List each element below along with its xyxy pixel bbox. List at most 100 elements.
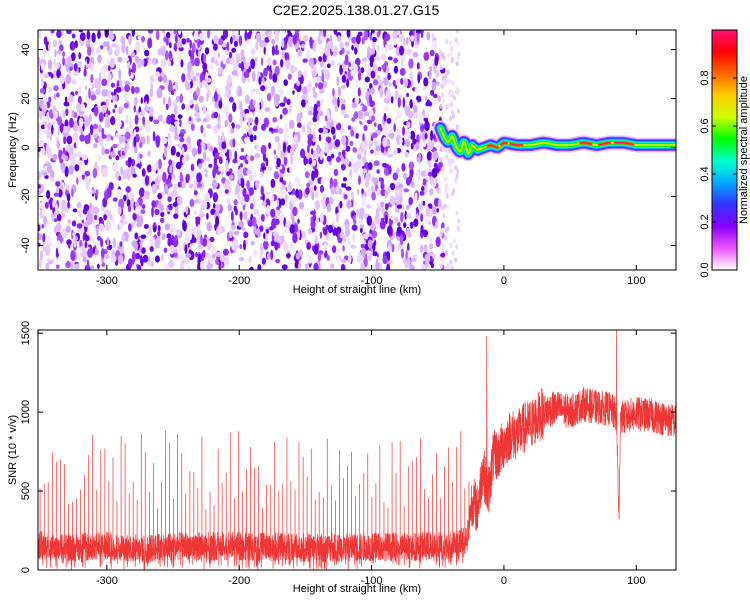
colorbar-gradient <box>711 29 738 271</box>
spectrogram-cell <box>197 50 201 57</box>
x-tick-label: -100 <box>361 275 383 287</box>
spectrogram-cell <box>141 35 146 43</box>
spectrogram-cell <box>218 261 222 270</box>
spectrogram-cell <box>337 86 342 97</box>
spectrogram-cell <box>441 227 445 233</box>
spectrogram-cell <box>371 30 375 34</box>
spectrogram-y-ticks: -40 -20 0 20 40 <box>20 43 676 253</box>
spectrogram-cell <box>318 110 324 117</box>
spectrogram-cell <box>287 73 292 80</box>
spectrogram-cell <box>203 132 206 139</box>
spectrogram-cell <box>292 34 298 45</box>
spectrogram-cell <box>56 30 62 39</box>
spectrogram-cell <box>327 224 333 234</box>
spectrogram-cell <box>181 38 187 45</box>
spectrogram-cell <box>86 259 90 269</box>
spectrogram-cell <box>364 178 369 188</box>
spectrogram-cell <box>455 179 459 185</box>
spectrogram-cell <box>299 201 304 210</box>
spectrogram-cell <box>310 63 315 70</box>
spectrogram-cell <box>57 49 61 55</box>
spectrogram-cell <box>64 166 69 178</box>
spectrogram-cell <box>43 215 47 225</box>
spectrogram-cell <box>188 116 192 122</box>
spectrogram-cell <box>214 203 221 212</box>
spectrogram-cell <box>193 75 197 82</box>
spectrogram-cell <box>197 182 202 188</box>
spectrogram-cell <box>39 110 42 120</box>
spectrogram-cell <box>77 60 83 66</box>
spectrogram-cell <box>285 59 291 70</box>
spectrogram-cell <box>455 87 459 93</box>
spectrogram-cell <box>345 54 349 63</box>
spectrogram-cell <box>110 254 117 263</box>
spectrogram-cell <box>129 120 132 130</box>
spectrogram-cell <box>167 196 172 203</box>
spectrogram-cell <box>61 168 65 174</box>
spectrogram-cell <box>141 247 146 254</box>
spectrogram-cell <box>133 96 138 106</box>
spectrogram-cell <box>323 242 328 250</box>
spectrogram-cell <box>392 79 396 87</box>
spectrogram-cell <box>76 201 82 209</box>
spectrogram-cell <box>175 161 182 170</box>
spectrogram-cell <box>346 50 350 55</box>
spectrogram-cell <box>219 156 223 165</box>
spectrogram-cell <box>333 178 338 188</box>
spectrogram-cell <box>202 249 206 258</box>
spectrogram-cell <box>84 175 88 182</box>
spectrogram-cell <box>274 30 280 42</box>
spectrogram-cell <box>255 228 261 236</box>
spectrogram-cell <box>98 72 102 83</box>
spectrogram-cell <box>409 71 414 81</box>
spectrogram-cell <box>164 223 171 231</box>
spectrogram-cell <box>169 244 175 255</box>
spectrogram-cell <box>288 181 292 192</box>
spectrogram-cell <box>339 41 344 49</box>
spectrogram-cell <box>254 116 259 126</box>
spectrogram-cell <box>166 31 171 39</box>
spectrogram-cell <box>279 188 286 198</box>
spectrogram-cell <box>432 134 437 140</box>
spectrogram-cell <box>330 126 336 135</box>
spectrogram-cell <box>424 95 428 101</box>
spectrogram-cell <box>396 111 403 119</box>
spectrogram-cell <box>259 243 264 252</box>
spectrogram-cell <box>174 105 178 114</box>
spectrogram-cell <box>217 66 224 75</box>
spectrogram-cell <box>181 73 186 83</box>
spectrogram-cell <box>314 190 319 199</box>
spectrogram-cell <box>177 143 183 149</box>
spectrogram-cell <box>244 137 249 144</box>
spectrogram-cell <box>259 225 264 232</box>
spectrogram-cell <box>275 44 278 51</box>
spectrogram-cell <box>54 49 57 58</box>
spectrogram-cell <box>393 65 399 74</box>
spectrogram-cell <box>416 32 420 42</box>
spectrogram-cell <box>40 201 46 210</box>
spectrogram-cell <box>313 245 319 255</box>
spectrogram-cell <box>363 124 368 132</box>
spectrogram-cell <box>125 45 129 56</box>
spectrogram-cell <box>190 49 194 56</box>
spectrogram-cell <box>439 103 443 110</box>
spectrogram-cell <box>277 127 284 135</box>
spectrogram-cell <box>146 134 150 145</box>
spectrogram-cell <box>281 51 286 60</box>
spectrogram-cell <box>375 207 380 219</box>
spectrogram-cell <box>218 120 222 128</box>
spectrogram-cell <box>42 233 46 244</box>
spectrogram-cell <box>335 122 342 131</box>
spectrogram-cell <box>71 52 76 62</box>
spectrogram-cell <box>426 99 431 107</box>
spectrogram-cell <box>62 147 66 154</box>
spectrogram-cell <box>456 225 460 231</box>
spectrogram-cell <box>115 86 122 93</box>
spectrogram-cell <box>419 244 424 253</box>
spectrogram-cell <box>132 212 137 221</box>
spectrogram-cell <box>193 111 200 118</box>
spectrogram-cell <box>339 50 343 56</box>
spectrogram-cell <box>61 154 67 160</box>
spectrogram-cell <box>367 51 371 61</box>
